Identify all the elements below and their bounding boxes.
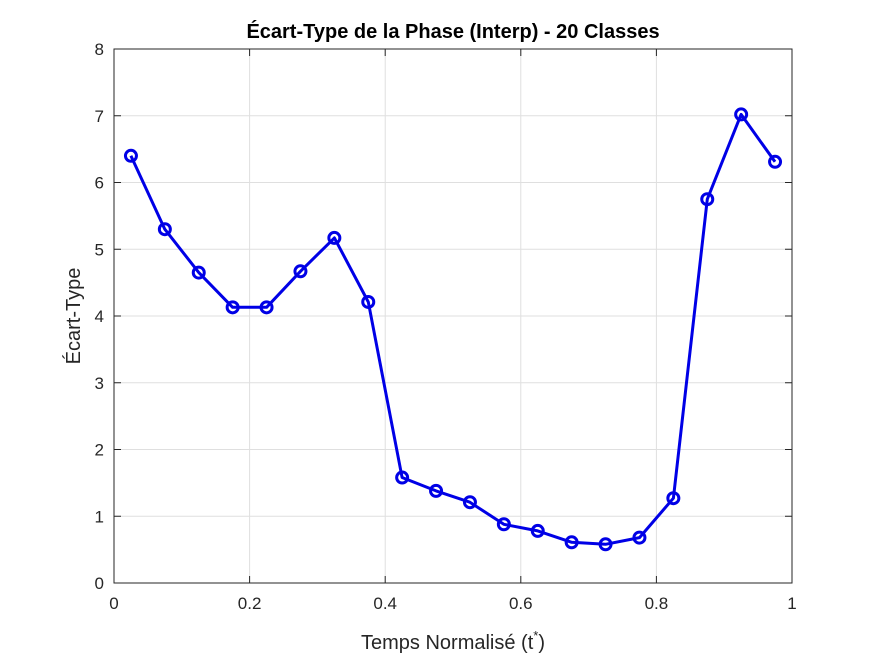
y-tick-label: 5 bbox=[95, 240, 104, 259]
y-axis-label: Écart-Type bbox=[62, 268, 85, 365]
y-tick-label: 3 bbox=[95, 374, 104, 393]
data-point bbox=[259, 300, 274, 315]
data-point bbox=[530, 523, 545, 538]
data-point bbox=[293, 264, 308, 279]
data-point bbox=[462, 495, 477, 510]
y-tick-label: 4 bbox=[95, 307, 104, 326]
data-point bbox=[666, 491, 681, 506]
data-point bbox=[768, 154, 783, 169]
axis-ticks: 0 0.2 0.4 0.6 0.8 1 0 1 2 3 4 5 6 7 8 bbox=[95, 40, 797, 613]
y-tick-label: 2 bbox=[95, 441, 104, 460]
data-point bbox=[429, 483, 444, 498]
x-tick-label: 0.6 bbox=[509, 594, 533, 613]
x-axis-label-superscript: * bbox=[533, 628, 538, 643]
data-point bbox=[157, 222, 172, 237]
x-axis-label-suffix: ) bbox=[538, 632, 545, 654]
x-tick-label: 0 bbox=[109, 594, 118, 613]
data-point bbox=[225, 300, 240, 315]
y-tick-label: 0 bbox=[95, 574, 104, 593]
y-tick-label: 7 bbox=[95, 107, 104, 126]
data-point bbox=[395, 470, 410, 485]
data-point bbox=[496, 517, 511, 532]
data-point bbox=[734, 107, 749, 122]
data-point bbox=[564, 535, 579, 550]
x-tick-label: 1 bbox=[787, 594, 796, 613]
y-tick-label: 8 bbox=[95, 40, 104, 59]
x-axis-label: Temps Normalisé (t*) bbox=[361, 628, 545, 654]
series-layer bbox=[123, 107, 783, 552]
data-point bbox=[123, 148, 138, 163]
chart-title: Écart-Type de la Phase (Interp) - 20 Cla… bbox=[246, 20, 659, 43]
x-axis-label-main: Temps Normalisé (t bbox=[361, 632, 534, 654]
x-tick-label: 0.4 bbox=[373, 594, 397, 613]
data-point bbox=[700, 192, 715, 207]
y-tick-label: 6 bbox=[95, 174, 104, 193]
data-point bbox=[327, 230, 342, 245]
x-tick-label: 0.8 bbox=[645, 594, 669, 613]
x-tick-label: 0.2 bbox=[238, 594, 262, 613]
data-point bbox=[598, 537, 613, 552]
data-point bbox=[632, 530, 647, 545]
data-point bbox=[361, 294, 376, 309]
y-tick-label: 1 bbox=[95, 507, 104, 526]
data-point bbox=[191, 265, 206, 280]
